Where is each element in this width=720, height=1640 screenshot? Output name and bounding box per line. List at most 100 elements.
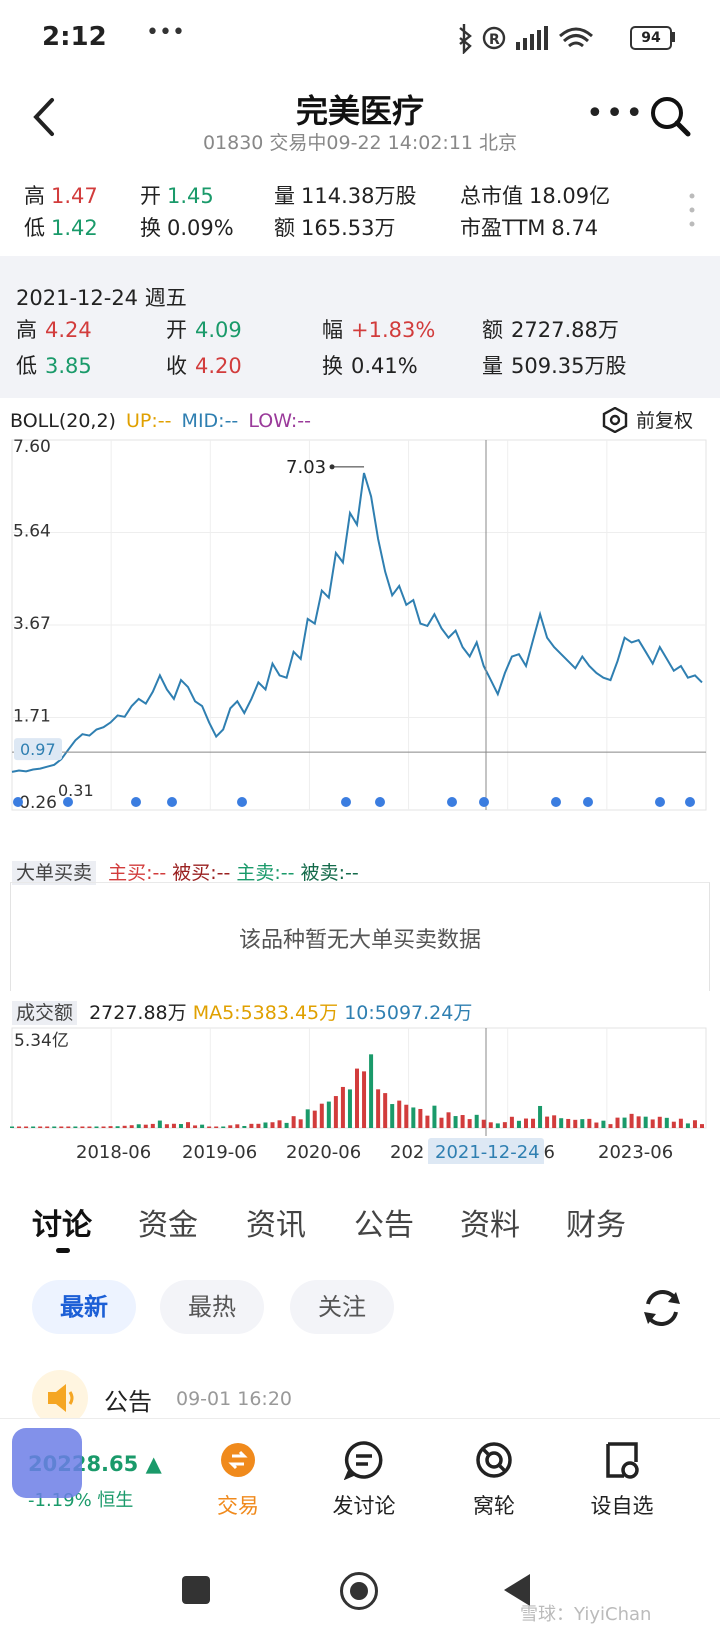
volume-bar <box>256 1123 261 1128</box>
volume-bar <box>66 1126 71 1128</box>
filter-latest[interactable]: 最新 <box>32 1280 136 1334</box>
volume-bar <box>143 1124 148 1128</box>
volume-bar <box>108 1126 113 1128</box>
filter-hot[interactable]: 最热 <box>160 1280 264 1334</box>
event-dot <box>341 797 351 807</box>
volume-bar <box>516 1120 521 1128</box>
crosshair-value-box <box>14 738 62 761</box>
max-leader-dot <box>329 464 335 470</box>
volume-bar <box>376 1089 381 1128</box>
boll-mid: MID:-- <box>181 410 239 432</box>
price-labels: 7.03 0.31 <box>58 457 365 800</box>
filter-follow[interactable]: 关注 <box>290 1280 394 1334</box>
status-icons: R <box>459 24 593 54</box>
volume-bars <box>10 1054 704 1128</box>
volume-bar <box>355 1068 359 1128</box>
home-button[interactable] <box>340 1572 378 1610</box>
floating-button[interactable] <box>12 1428 82 1498</box>
back-icon[interactable] <box>26 94 66 140</box>
nav-trade[interactable]: 交易 <box>178 1440 298 1520</box>
svg-text:R: R <box>489 32 500 48</box>
volume-bar <box>340 1086 345 1128</box>
more-icon[interactable]: ••• <box>586 96 646 131</box>
volume-bar <box>383 1093 388 1128</box>
volume-bar <box>474 1114 479 1128</box>
crosshair-value: 0.97 <box>20 740 56 759</box>
volume-bar <box>59 1126 64 1128</box>
price-grid <box>11 439 707 811</box>
tab-profile[interactable]: 资料 <box>460 1208 520 1243</box>
x-tick: 2020-06 <box>286 1142 361 1163</box>
event-dot <box>375 797 385 807</box>
volume-bar <box>390 1104 395 1128</box>
x-tick: 202 <box>390 1142 424 1163</box>
back-nav-button[interactable] <box>504 1574 530 1606</box>
tab-financials[interactable]: 财务 <box>566 1208 626 1243</box>
boll-indicator[interactable]: BOLL(20,2) UP:-- MID:-- LOW:-- <box>10 410 315 432</box>
volume-chart[interactable]: 5.34亿2018-062019-062020-06202062023-0620… <box>0 1024 720 1164</box>
volume-bar <box>319 1103 324 1128</box>
search-icon[interactable] <box>648 94 692 138</box>
battery-tip <box>672 32 675 42</box>
recent-apps-button[interactable] <box>182 1576 210 1604</box>
volume-bar <box>552 1115 557 1128</box>
tab-news[interactable]: 资讯 <box>246 1208 306 1243</box>
volume-bar <box>594 1122 599 1128</box>
tab-discuss[interactable]: 讨论 <box>32 1208 92 1243</box>
volume-bar <box>122 1125 127 1128</box>
volume-bar <box>101 1126 106 1128</box>
volume-header: 成交额 2727.88万 MA5:5383.45万 10:5097.24万 <box>12 998 472 1025</box>
boll-up: UP:-- <box>126 410 172 432</box>
volume-bar <box>425 1115 430 1128</box>
event-dot <box>131 797 141 807</box>
volume-bar <box>326 1101 331 1128</box>
price-y-tick: 3.67 <box>13 614 51 634</box>
event-dots[interactable] <box>13 797 695 807</box>
volume-bar <box>94 1126 99 1128</box>
watchlist-icon <box>606 1442 639 1479</box>
quote-amount: 额 165.53万 <box>274 216 396 240</box>
nav-post[interactable]: 发讨论 <box>304 1440 424 1520</box>
x-tick: 2019-06 <box>182 1142 257 1163</box>
volume-bar <box>157 1120 162 1128</box>
volume-bar <box>397 1100 402 1128</box>
volume-bar <box>136 1124 141 1128</box>
adjust-button[interactable]: 前复权 <box>602 406 693 433</box>
notice-label[interactable]: 公告 <box>104 1388 152 1416</box>
volume-bar <box>531 1118 536 1128</box>
chat-icon <box>343 1441 383 1481</box>
nav-warrant[interactable]: 窝轮 <box>434 1440 554 1520</box>
bigorder-header: 大单买卖 主买:-- 被买:-- 主卖:-- 被卖:-- <box>12 858 359 885</box>
nav-watchlist[interactable]: 设自选 <box>562 1440 682 1520</box>
price-y-tick: 5.64 <box>13 522 51 542</box>
volume-bar <box>312 1110 317 1128</box>
bigorder-buy-passive: 被买:-- <box>172 862 231 884</box>
volume-bar <box>629 1113 634 1128</box>
volume-bar <box>87 1126 92 1128</box>
volume-bar <box>502 1122 507 1128</box>
price-y-tick: 7.60 <box>13 437 51 457</box>
tab-announcements[interactable]: 公告 <box>354 1208 414 1243</box>
event-dot <box>583 797 593 807</box>
volume-bar <box>221 1126 226 1128</box>
volume-bar <box>509 1116 514 1128</box>
price-chart[interactable]: 7.60 5.64 3.67 1.71 -0.26 0.97 7.03 0.31 <box>0 430 720 850</box>
more-vertical-icon[interactable] <box>688 190 696 230</box>
volume-bar <box>10 1126 14 1128</box>
volume-bar <box>150 1123 155 1128</box>
volume-bar <box>291 1116 296 1128</box>
event-dot <box>551 797 561 807</box>
bottom-bar <box>0 1418 720 1539</box>
event-dot <box>479 797 489 807</box>
volume-bar <box>164 1124 169 1128</box>
quote-pe: 市盈TTM 8.74 <box>460 216 599 240</box>
volume-bar <box>650 1119 655 1128</box>
refresh-icon[interactable] <box>640 1286 684 1330</box>
status-time: 2:12 <box>42 22 107 52</box>
bigorder-sell-main: 主卖:-- <box>236 862 295 884</box>
watermark: 雪球：YiyiChan <box>520 1604 652 1625</box>
volume-bar <box>52 1126 57 1128</box>
day-amplitude: 幅 +1.83% <box>322 318 436 342</box>
tab-funds[interactable]: 资金 <box>138 1208 198 1243</box>
volume-ma10: 10:5097.24万 <box>344 1002 473 1024</box>
